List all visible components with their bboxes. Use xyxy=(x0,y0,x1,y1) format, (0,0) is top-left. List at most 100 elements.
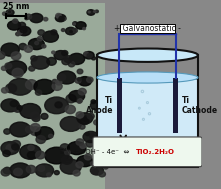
Ellipse shape xyxy=(8,21,21,30)
Ellipse shape xyxy=(19,22,26,28)
Ellipse shape xyxy=(1,142,19,155)
Ellipse shape xyxy=(35,90,42,95)
Ellipse shape xyxy=(103,107,107,111)
Ellipse shape xyxy=(30,112,40,120)
Ellipse shape xyxy=(17,105,22,110)
Ellipse shape xyxy=(69,53,85,64)
Ellipse shape xyxy=(69,91,85,102)
Ellipse shape xyxy=(86,140,94,147)
Ellipse shape xyxy=(35,164,54,177)
Ellipse shape xyxy=(20,104,41,118)
Ellipse shape xyxy=(54,51,67,60)
Ellipse shape xyxy=(8,78,32,95)
Ellipse shape xyxy=(13,105,22,112)
Ellipse shape xyxy=(60,117,81,131)
Ellipse shape xyxy=(62,155,72,164)
Ellipse shape xyxy=(65,27,76,35)
Ellipse shape xyxy=(10,122,31,137)
Ellipse shape xyxy=(31,56,50,69)
Ellipse shape xyxy=(35,127,54,140)
Ellipse shape xyxy=(84,154,91,160)
Ellipse shape xyxy=(78,99,82,103)
Text: 25 nm: 25 nm xyxy=(3,2,29,11)
Ellipse shape xyxy=(45,97,68,114)
Ellipse shape xyxy=(34,79,55,94)
Ellipse shape xyxy=(8,10,11,13)
Ellipse shape xyxy=(63,18,66,20)
Ellipse shape xyxy=(18,26,31,36)
Ellipse shape xyxy=(66,94,76,103)
Ellipse shape xyxy=(6,144,15,152)
Ellipse shape xyxy=(56,80,62,85)
FancyBboxPatch shape xyxy=(173,77,178,133)
Ellipse shape xyxy=(18,30,23,34)
Ellipse shape xyxy=(42,45,46,48)
Ellipse shape xyxy=(24,46,32,52)
Ellipse shape xyxy=(97,49,198,62)
Ellipse shape xyxy=(90,101,103,110)
Ellipse shape xyxy=(12,144,19,150)
Ellipse shape xyxy=(78,88,86,95)
Ellipse shape xyxy=(10,101,17,107)
Ellipse shape xyxy=(56,13,61,18)
Ellipse shape xyxy=(19,43,27,50)
Ellipse shape xyxy=(52,79,57,84)
Ellipse shape xyxy=(25,126,34,133)
FancyBboxPatch shape xyxy=(93,137,202,167)
Ellipse shape xyxy=(59,16,64,21)
Ellipse shape xyxy=(14,168,23,176)
Ellipse shape xyxy=(2,88,8,93)
Ellipse shape xyxy=(80,118,89,125)
Ellipse shape xyxy=(32,115,40,122)
Ellipse shape xyxy=(43,31,58,42)
Ellipse shape xyxy=(20,27,27,33)
Ellipse shape xyxy=(37,37,42,41)
Ellipse shape xyxy=(11,52,21,60)
Ellipse shape xyxy=(12,68,23,77)
FancyBboxPatch shape xyxy=(117,77,122,133)
Ellipse shape xyxy=(94,120,100,125)
Ellipse shape xyxy=(65,105,75,114)
Ellipse shape xyxy=(13,19,18,23)
FancyBboxPatch shape xyxy=(0,3,105,189)
Ellipse shape xyxy=(27,151,36,159)
Ellipse shape xyxy=(6,84,17,93)
Ellipse shape xyxy=(28,145,34,150)
Ellipse shape xyxy=(55,14,66,22)
Ellipse shape xyxy=(84,51,94,59)
Ellipse shape xyxy=(72,29,77,33)
Ellipse shape xyxy=(65,57,68,59)
Ellipse shape xyxy=(47,57,56,65)
Ellipse shape xyxy=(8,11,11,13)
Ellipse shape xyxy=(47,173,51,177)
Ellipse shape xyxy=(26,14,32,19)
Ellipse shape xyxy=(84,52,89,56)
Ellipse shape xyxy=(36,151,45,159)
Ellipse shape xyxy=(95,10,98,13)
Ellipse shape xyxy=(20,144,41,159)
Ellipse shape xyxy=(25,17,28,20)
Ellipse shape xyxy=(90,166,103,175)
Ellipse shape xyxy=(82,116,89,122)
Ellipse shape xyxy=(77,78,81,81)
Text: TiO₂.2H₂O: TiO₂.2H₂O xyxy=(136,149,175,155)
Ellipse shape xyxy=(31,56,37,61)
Text: Ti
Anode: Ti Anode xyxy=(86,96,113,115)
Ellipse shape xyxy=(1,43,19,56)
Ellipse shape xyxy=(65,150,70,155)
Ellipse shape xyxy=(4,129,10,134)
Ellipse shape xyxy=(87,10,95,15)
Ellipse shape xyxy=(76,22,86,29)
Ellipse shape xyxy=(29,66,35,71)
Ellipse shape xyxy=(70,31,72,33)
Ellipse shape xyxy=(64,56,72,63)
Ellipse shape xyxy=(62,50,68,56)
Ellipse shape xyxy=(36,136,46,143)
Ellipse shape xyxy=(25,80,37,89)
Ellipse shape xyxy=(77,69,83,74)
Ellipse shape xyxy=(91,57,95,60)
Ellipse shape xyxy=(11,140,21,148)
Ellipse shape xyxy=(78,77,91,86)
Ellipse shape xyxy=(0,52,5,59)
Ellipse shape xyxy=(62,58,70,65)
